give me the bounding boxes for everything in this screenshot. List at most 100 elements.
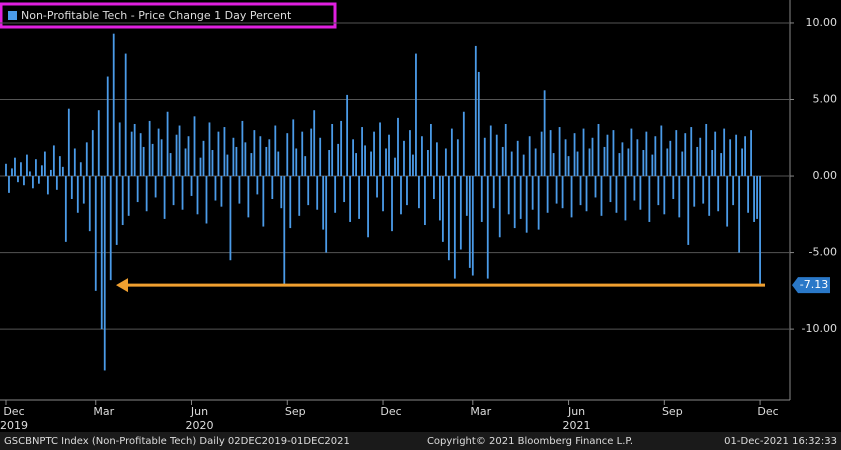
bar bbox=[385, 148, 387, 177]
bar bbox=[373, 131, 375, 177]
bar bbox=[570, 176, 573, 218]
bar bbox=[415, 53, 417, 177]
bar bbox=[253, 130, 256, 177]
bar bbox=[394, 157, 396, 177]
bar bbox=[304, 156, 307, 177]
bar bbox=[265, 146, 268, 177]
bar bbox=[334, 176, 337, 213]
bar bbox=[486, 176, 489, 279]
bar bbox=[121, 176, 124, 226]
bar bbox=[157, 128, 160, 177]
bar bbox=[355, 153, 357, 177]
bar bbox=[292, 119, 295, 177]
bar bbox=[424, 176, 426, 226]
bar bbox=[17, 176, 19, 183]
bar bbox=[483, 137, 486, 177]
bar bbox=[190, 176, 193, 196]
bar bbox=[52, 145, 55, 177]
bar bbox=[172, 176, 175, 206]
bar bbox=[232, 137, 235, 177]
bar bbox=[202, 140, 205, 177]
bar bbox=[747, 176, 750, 213]
bar bbox=[750, 130, 752, 177]
bar bbox=[187, 136, 190, 177]
bar bbox=[462, 111, 465, 177]
x-tick-label: Sep bbox=[285, 405, 306, 418]
bar bbox=[283, 176, 286, 285]
bar bbox=[262, 176, 265, 227]
bar bbox=[582, 128, 585, 177]
bar bbox=[109, 176, 112, 281]
bar bbox=[151, 143, 154, 177]
bar bbox=[328, 150, 331, 177]
bar bbox=[669, 140, 672, 177]
bar bbox=[175, 134, 178, 177]
bar bbox=[729, 139, 732, 177]
bar bbox=[76, 176, 79, 213]
bar bbox=[319, 137, 322, 177]
bar bbox=[495, 134, 498, 177]
bar bbox=[142, 146, 145, 177]
bar bbox=[501, 146, 504, 177]
bar bbox=[340, 120, 343, 177]
x-tick-label: Dec bbox=[3, 405, 24, 418]
bar bbox=[85, 142, 88, 177]
bar bbox=[522, 154, 525, 177]
bar bbox=[124, 53, 127, 177]
bar bbox=[699, 137, 702, 177]
bar bbox=[723, 128, 726, 177]
bar bbox=[11, 168, 13, 177]
bar bbox=[382, 176, 384, 212]
bar bbox=[690, 127, 693, 177]
bar bbox=[660, 125, 663, 177]
bar bbox=[406, 176, 408, 206]
bar bbox=[567, 156, 570, 177]
bar bbox=[166, 111, 169, 177]
arrow-head bbox=[116, 278, 128, 293]
bar bbox=[636, 139, 639, 177]
bar bbox=[331, 123, 334, 177]
footer-bar bbox=[0, 432, 841, 450]
bar bbox=[32, 176, 34, 189]
bar bbox=[154, 176, 157, 198]
bar bbox=[427, 150, 429, 177]
bar bbox=[94, 176, 97, 291]
bar bbox=[753, 176, 755, 222]
bar bbox=[540, 131, 543, 177]
bar bbox=[534, 148, 537, 177]
bar bbox=[226, 154, 229, 177]
bar bbox=[55, 176, 58, 190]
bar bbox=[169, 153, 172, 177]
footer-center: Copyright© 2021 Bloomberg Finance L.P. bbox=[427, 436, 633, 447]
bar bbox=[744, 136, 747, 177]
bar bbox=[552, 153, 555, 177]
bar bbox=[474, 45, 477, 177]
bar bbox=[208, 122, 211, 177]
bar bbox=[5, 163, 7, 177]
bar bbox=[20, 162, 22, 177]
bar bbox=[708, 176, 711, 216]
bar bbox=[519, 176, 522, 219]
bar bbox=[271, 176, 274, 199]
bar bbox=[714, 131, 717, 177]
bar bbox=[651, 154, 654, 177]
bar bbox=[657, 176, 660, 206]
bar bbox=[349, 176, 352, 222]
bar bbox=[40, 165, 43, 177]
bar bbox=[244, 142, 247, 177]
bar bbox=[235, 146, 238, 177]
bar bbox=[564, 139, 567, 177]
bar bbox=[316, 176, 319, 210]
bar bbox=[543, 90, 546, 177]
bar bbox=[573, 133, 576, 177]
bar bbox=[256, 176, 259, 195]
bar bbox=[585, 176, 588, 212]
bar bbox=[277, 151, 280, 177]
legend-highlight bbox=[0, 2, 337, 29]
bar bbox=[361, 127, 363, 177]
bar bbox=[259, 136, 262, 177]
bar bbox=[247, 176, 250, 218]
bar bbox=[756, 176, 758, 219]
bar bbox=[130, 131, 133, 177]
